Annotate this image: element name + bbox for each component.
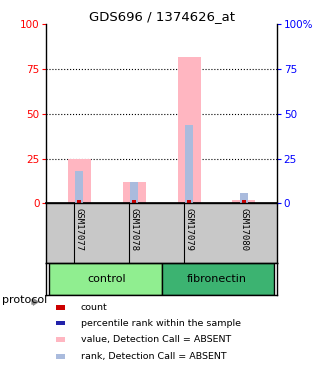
- Text: GSM17078: GSM17078: [130, 208, 139, 251]
- Bar: [162, 263, 274, 295]
- Bar: [56, 337, 65, 342]
- Text: value, Detection Call = ABSENT: value, Detection Call = ABSENT: [81, 335, 231, 344]
- Text: rank, Detection Call = ABSENT: rank, Detection Call = ABSENT: [81, 352, 227, 361]
- Bar: [123, 182, 146, 203]
- Bar: [76, 171, 83, 203]
- Text: fibronectin: fibronectin: [187, 274, 246, 284]
- Bar: [68, 159, 91, 203]
- Bar: [185, 124, 193, 203]
- Text: GSM17077: GSM17077: [75, 208, 84, 251]
- Bar: [56, 305, 65, 310]
- Bar: [232, 200, 255, 203]
- Text: protocol: protocol: [2, 295, 47, 305]
- Text: GSM17079: GSM17079: [185, 208, 194, 251]
- Bar: [56, 321, 65, 325]
- Title: GDS696 / 1374626_at: GDS696 / 1374626_at: [89, 10, 235, 23]
- Bar: [49, 263, 162, 295]
- Bar: [56, 354, 65, 358]
- Text: count: count: [81, 303, 108, 312]
- Bar: [240, 193, 248, 203]
- Bar: [130, 182, 138, 203]
- Text: control: control: [87, 274, 126, 284]
- Text: GSM17080: GSM17080: [239, 208, 248, 251]
- Bar: [178, 57, 201, 203]
- Text: percentile rank within the sample: percentile rank within the sample: [81, 319, 241, 328]
